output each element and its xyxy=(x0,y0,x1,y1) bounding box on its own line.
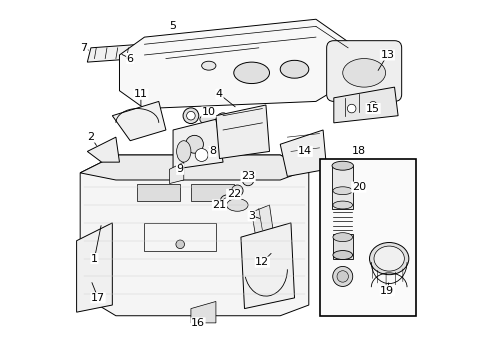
Text: 14: 14 xyxy=(298,147,312,157)
Ellipse shape xyxy=(332,201,352,209)
Circle shape xyxy=(176,240,184,249)
Text: 17: 17 xyxy=(91,293,105,303)
Text: 3: 3 xyxy=(247,211,255,221)
Text: 10: 10 xyxy=(202,107,215,117)
Text: 18: 18 xyxy=(351,147,365,157)
Polygon shape xyxy=(87,44,141,62)
Polygon shape xyxy=(87,137,119,162)
Text: 19: 19 xyxy=(380,286,394,296)
Ellipse shape xyxy=(332,187,352,195)
Circle shape xyxy=(183,108,198,123)
Text: 23: 23 xyxy=(241,171,255,181)
Polygon shape xyxy=(216,105,269,158)
Polygon shape xyxy=(280,130,326,176)
Ellipse shape xyxy=(200,114,217,125)
Ellipse shape xyxy=(280,60,308,78)
Ellipse shape xyxy=(369,243,408,275)
Text: 4: 4 xyxy=(216,89,223,99)
Bar xyxy=(144,223,216,251)
Ellipse shape xyxy=(373,246,404,271)
Circle shape xyxy=(185,135,203,153)
Ellipse shape xyxy=(226,199,247,211)
Ellipse shape xyxy=(331,161,353,170)
Text: 16: 16 xyxy=(191,318,204,328)
Circle shape xyxy=(336,271,348,282)
Polygon shape xyxy=(251,205,272,234)
Circle shape xyxy=(346,104,355,113)
Text: 22: 22 xyxy=(226,189,241,199)
Bar xyxy=(137,184,180,202)
Ellipse shape xyxy=(332,251,352,260)
Ellipse shape xyxy=(233,62,269,84)
Polygon shape xyxy=(80,155,308,316)
Bar xyxy=(319,158,415,316)
Ellipse shape xyxy=(332,233,352,242)
Text: 6: 6 xyxy=(126,54,133,64)
Text: 1: 1 xyxy=(91,253,98,264)
Circle shape xyxy=(195,149,207,161)
Circle shape xyxy=(369,102,376,109)
Polygon shape xyxy=(112,102,165,141)
Ellipse shape xyxy=(176,141,190,162)
Ellipse shape xyxy=(201,61,216,70)
Polygon shape xyxy=(241,223,294,309)
Circle shape xyxy=(216,113,229,126)
Bar xyxy=(332,234,352,258)
Polygon shape xyxy=(190,301,216,323)
Text: 13: 13 xyxy=(380,50,394,60)
Text: 15: 15 xyxy=(366,104,379,113)
Text: 5: 5 xyxy=(169,21,176,31)
Text: 7: 7 xyxy=(80,43,87,53)
Text: 12: 12 xyxy=(255,257,269,267)
Circle shape xyxy=(332,266,352,287)
Circle shape xyxy=(223,198,230,205)
Polygon shape xyxy=(77,223,112,312)
Text: 11: 11 xyxy=(134,89,147,99)
Circle shape xyxy=(242,174,253,186)
Bar xyxy=(331,166,353,208)
Text: 2: 2 xyxy=(87,132,94,142)
Polygon shape xyxy=(173,119,223,169)
Circle shape xyxy=(220,195,233,208)
Text: 8: 8 xyxy=(208,147,216,157)
Circle shape xyxy=(231,185,243,197)
Polygon shape xyxy=(169,162,183,184)
Polygon shape xyxy=(80,155,308,180)
Text: 21: 21 xyxy=(212,200,226,210)
Text: 9: 9 xyxy=(176,164,183,174)
FancyBboxPatch shape xyxy=(326,41,401,102)
Polygon shape xyxy=(119,19,351,109)
Ellipse shape xyxy=(342,59,385,87)
Text: 20: 20 xyxy=(351,182,365,192)
Circle shape xyxy=(186,111,195,120)
Polygon shape xyxy=(333,87,397,123)
Bar xyxy=(190,184,233,202)
Polygon shape xyxy=(155,33,305,62)
